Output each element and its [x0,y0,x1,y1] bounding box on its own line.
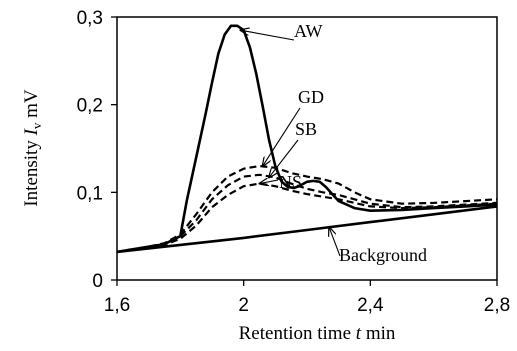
y-tick-label: 0,1 [77,183,103,204]
annotation-arrow-background [329,227,341,257]
series-line-aw [116,24,498,254]
x-tick-label: 1,6 [104,295,130,316]
series-layer [116,24,498,254]
x-axis-title-unit: min [361,323,396,344]
x-axis-title: Retention time t min [239,323,396,344]
x-axis-title-symbol: t [356,323,362,344]
x-tick-label: 2,8 [484,295,510,316]
plot-frame [116,16,498,281]
y-axis-title-subscript: v [29,122,44,129]
series-line-sb [116,173,498,253]
y-axis-title-unit: mV [21,89,42,123]
y-tick-label: 0,3 [77,8,103,29]
ticks-layer: 1,6 2 2,4 2,8 0 0,1 0,2 0,3 [77,8,511,316]
y-axis-title-symbol: I [21,127,42,136]
x-axis-title-part: Retention time [239,323,356,344]
series-line-background [116,205,498,254]
series-line-gd [116,164,498,253]
annotation-arrow-ns [260,180,279,184]
annotation-label-gd: GD [298,87,324,107]
x-tick-label: 2 [238,295,249,316]
y-tick-label: 0 [92,271,103,292]
series-line-ns [116,182,498,253]
annotation-arrow-sb [269,139,299,177]
annotation-label-aw: AW [294,21,323,41]
y-axis-title-part: Intensity [21,135,42,206]
annotation-layer: AW GD SB NS Background [241,21,427,265]
y-axis-title: Intensity Iv mV [21,89,44,207]
x-tick-label: 2,4 [357,295,384,316]
y-tick-label: 0,2 [77,96,103,117]
annotation-arrow-aw [241,30,295,41]
annotation-label-sb: SB [295,119,317,139]
annotation-label-background: Background [339,245,427,265]
annotation-label-ns: NS [279,172,302,192]
annotation-arrow-gd [263,107,301,166]
